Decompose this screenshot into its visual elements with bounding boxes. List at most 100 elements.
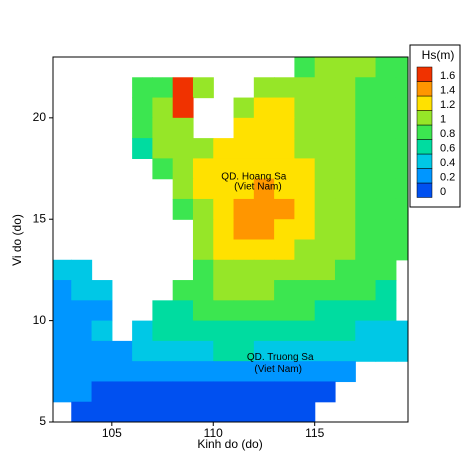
field-cell — [213, 280, 235, 301]
field-cell — [294, 361, 316, 383]
field-cell — [253, 178, 275, 200]
field-cell — [53, 381, 72, 403]
field-cell — [53, 320, 72, 342]
field-cell — [192, 320, 214, 342]
field-cell — [213, 320, 235, 342]
field-cell — [355, 57, 377, 78]
field-cell — [334, 259, 356, 281]
field-cell — [253, 300, 275, 322]
field-cell — [253, 97, 275, 119]
field-cell — [395, 138, 408, 159]
colorbar-label: 0 — [440, 186, 446, 198]
field-cell — [91, 401, 113, 422]
field-cell — [53, 300, 72, 322]
field-cell — [375, 320, 397, 342]
field-cell — [253, 138, 275, 159]
field-cell — [355, 280, 377, 301]
field-cell — [274, 340, 295, 362]
field-cell — [111, 361, 133, 383]
field-cell — [294, 219, 316, 241]
field-cell — [355, 117, 377, 139]
field-cell — [395, 117, 408, 139]
field-cell — [71, 401, 93, 422]
colorbar-label: 0.4 — [440, 157, 455, 169]
field-cell — [294, 178, 316, 200]
field — [53, 57, 408, 422]
field-cell — [132, 320, 153, 342]
field-cell — [274, 280, 295, 301]
field-cell — [395, 198, 408, 220]
field-cell — [71, 300, 93, 322]
colorbar-label: 0.8 — [440, 128, 455, 140]
field-cell — [192, 401, 214, 422]
field-cell — [274, 219, 295, 241]
field-cell — [213, 401, 235, 422]
field-cell — [172, 320, 194, 342]
field-cell — [152, 117, 174, 139]
field-cell — [314, 259, 336, 281]
field-cell — [395, 219, 408, 241]
field-cell — [334, 77, 356, 99]
field-cell — [274, 138, 295, 159]
field-cell — [334, 97, 356, 119]
field-cell — [152, 361, 174, 383]
field-cell — [375, 219, 397, 241]
field-cell — [355, 97, 377, 119]
field-cell — [172, 77, 194, 99]
field-cell — [274, 361, 295, 383]
field-cell — [253, 158, 275, 180]
field-cell — [91, 280, 113, 301]
field-cell — [233, 219, 255, 241]
field-cell — [172, 138, 194, 159]
field-cell — [274, 97, 295, 119]
field-cell — [253, 198, 275, 220]
field-cell — [91, 381, 113, 403]
field-cell — [91, 320, 113, 342]
field-cell — [395, 77, 408, 99]
field-cell — [233, 178, 255, 200]
field-cell — [233, 320, 255, 342]
field-cell — [274, 320, 295, 342]
field-cell — [274, 239, 295, 261]
field-cell — [213, 300, 235, 322]
field-cell — [314, 117, 336, 139]
field-cell — [253, 340, 275, 362]
field-cell — [274, 300, 295, 322]
field-cell — [274, 259, 295, 281]
field-cell — [294, 97, 316, 119]
y-axis-label: Vi do (do) — [10, 214, 24, 266]
field-cell — [233, 340, 255, 362]
field-cell — [395, 178, 408, 200]
field-cell — [71, 259, 93, 281]
colorbar-swatch — [416, 66, 433, 82]
field-cell — [213, 381, 235, 403]
field-cell — [91, 300, 113, 322]
field-cell — [253, 239, 275, 261]
field-cell — [192, 381, 214, 403]
field-cell — [53, 259, 72, 281]
field-cell — [71, 381, 93, 403]
field-cell — [395, 57, 408, 78]
field-cell — [294, 239, 316, 261]
field-cell — [213, 259, 235, 281]
field-cell — [152, 97, 174, 119]
y-tick-label: 10 — [33, 313, 47, 327]
plot-frame — [52, 56, 409, 423]
field-cell — [334, 361, 356, 383]
field-cell — [213, 178, 235, 200]
field-cell — [132, 381, 153, 403]
field-cell — [334, 158, 356, 180]
colorbar-swatch — [416, 95, 433, 111]
colorbar-swatch — [416, 182, 433, 198]
field-cell — [314, 198, 336, 220]
field-cell — [132, 77, 153, 99]
field-cell — [192, 219, 214, 241]
field-cell — [152, 300, 174, 322]
field-cell — [375, 178, 397, 200]
x-axis-label: Kinh do (do) — [197, 437, 262, 451]
field-cell — [111, 381, 133, 403]
field-cell — [355, 178, 377, 200]
field-cell — [71, 340, 93, 362]
field-cell — [334, 198, 356, 220]
field-cell — [334, 280, 356, 301]
